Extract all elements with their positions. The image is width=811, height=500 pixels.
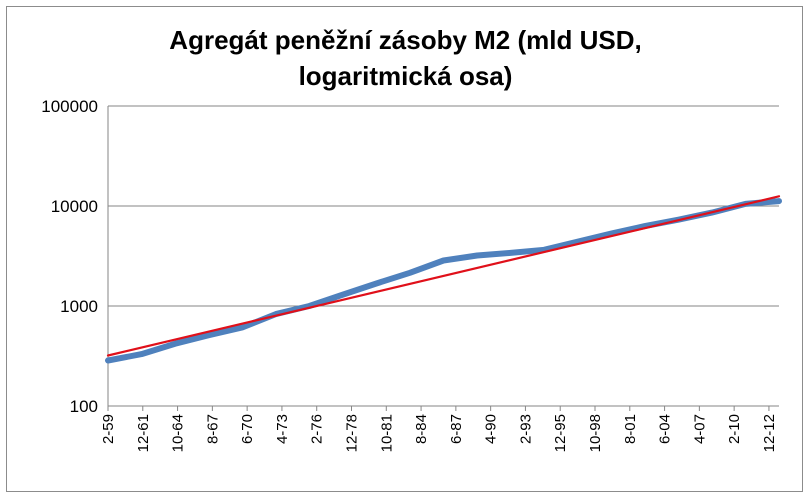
y-tick-labels: 100 1000 10000 100000: [41, 97, 98, 416]
x-tick-label-17: 4-07: [691, 414, 708, 444]
series-lines: [105, 195, 782, 364]
x-tick-label-14: 10-98: [587, 414, 604, 452]
x-tick-label-10: 6-87: [448, 414, 465, 444]
x-tick-label-11: 4-90: [483, 414, 500, 444]
x-tick-label-0: 2-59: [100, 414, 117, 444]
series-line-1: [106, 195, 781, 357]
x-tick-labels: 2-59 12-61 10-64 8-67 6-70 4-73 2-76 12-78 10-81…: [100, 414, 778, 452]
x-tick-label-16: 6-04: [657, 414, 674, 444]
gridlines: [107, 105, 779, 411]
y-tick-label-1: 1000: [60, 297, 98, 316]
chart-title: Agregát peněžní zásoby M2 (mld USD, loga…: [0, 22, 811, 94]
x-tick-label-12: 2-93: [517, 414, 534, 444]
x-tick-label-19: 12-12: [761, 414, 778, 452]
x-tick-label-5: 4-73: [274, 414, 291, 444]
x-tick-label-1: 12-61: [135, 414, 152, 452]
x-tick-label-8: 10-81: [378, 414, 395, 452]
y-tick-label-2: 10000: [51, 197, 98, 216]
x-tick-label-3: 8-67: [204, 414, 221, 444]
y-tick-label-3: 100000: [41, 97, 98, 116]
x-tick-label-13: 12-95: [552, 414, 569, 452]
y-tick-label-0: 100: [70, 397, 98, 416]
x-tick-label-7: 12-78: [344, 414, 361, 452]
chart-title-line-1: Agregát peněžní zásoby M2 (mld USD,: [169, 25, 642, 55]
x-tick-label-9: 8-84: [413, 414, 430, 444]
x-tick-label-18: 2-10: [726, 414, 743, 444]
chart-title-line-2: logaritmická osa): [298, 61, 513, 91]
series-line-0: [105, 198, 782, 364]
x-tick-label-4: 6-70: [239, 414, 256, 444]
x-tick-label-2: 10-64: [170, 414, 187, 452]
x-tick-label-6: 2-76: [309, 414, 326, 444]
x-tick-label-15: 8-01: [622, 414, 639, 444]
chart-frame: [6, 6, 803, 492]
